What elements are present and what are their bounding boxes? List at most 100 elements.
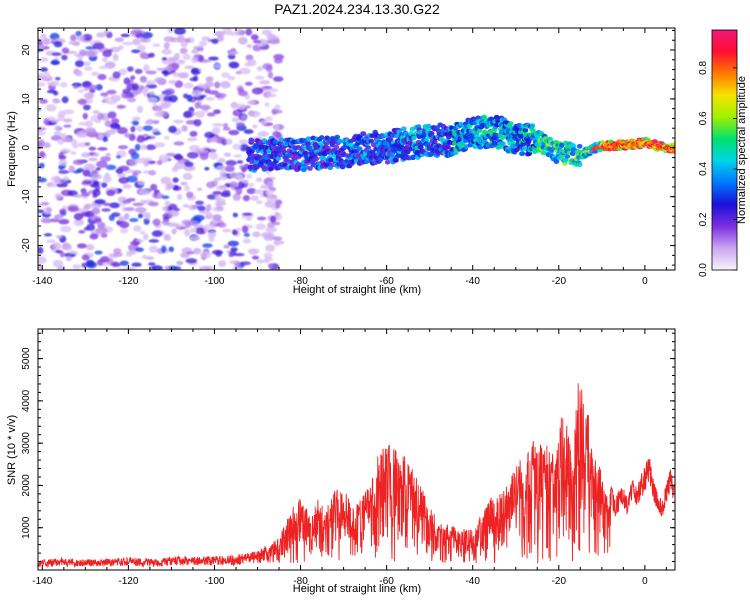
x-tick-label: 0 (642, 276, 648, 287)
heatmap-cell (243, 129, 254, 134)
heatmap-cell (68, 250, 78, 255)
colorbar-tick-label: 0.6 (698, 111, 709, 125)
heatmap-cell (168, 125, 177, 134)
heatmap-cell (94, 250, 103, 255)
heatmap-cell (38, 209, 45, 214)
heatmap-cell (139, 230, 146, 235)
x-tick-label: -40 (465, 276, 480, 287)
heatmap-cell (473, 132, 480, 137)
heatmap-cell (142, 170, 151, 174)
heatmap-cell (482, 129, 488, 135)
heatmap-cell (254, 75, 265, 80)
heatmap-cell (231, 229, 238, 236)
heatmap-cell (63, 176, 69, 181)
heatmap-cell (230, 101, 238, 109)
colorbar-tick-label: 0.4 (698, 162, 709, 176)
heatmap-cell (61, 243, 73, 251)
heatmap-cell (274, 124, 280, 132)
heatmap-cell (273, 58, 283, 64)
x-tick-label: -120 (118, 576, 138, 587)
heatmap-cell (59, 208, 67, 214)
snr-y-ticks: 1000 2000 3000 4000 5000 (21, 332, 675, 571)
heatmap-cell (214, 81, 221, 89)
heatmap-cell (41, 201, 50, 206)
heatmap-cell (191, 56, 198, 64)
heatmap-cell (61, 96, 69, 104)
heatmap-cell (135, 247, 144, 252)
snr-series-line (38, 383, 675, 569)
heatmap-cell (130, 126, 136, 133)
heatmap-cell (570, 143, 577, 149)
heatmap-cell (83, 66, 93, 71)
heatmap-cell (60, 148, 72, 153)
heatmap-cell (510, 143, 516, 149)
heatmap-cell (124, 132, 131, 138)
heatmap-cell (38, 127, 47, 131)
heatmap-cell (139, 75, 148, 83)
heatmap-cell (134, 207, 147, 213)
heatmap-cell (84, 163, 96, 171)
heatmap-cell (102, 175, 112, 183)
heatmap-cell (142, 125, 153, 131)
heatmap-cell (54, 214, 64, 220)
heatmap-cell (161, 57, 167, 61)
heatmap-cell (597, 148, 603, 153)
heatmap-cell (221, 72, 230, 78)
heatmap-cell (181, 219, 192, 225)
heatmap-cell (246, 100, 256, 105)
heatmap-cell (146, 256, 155, 260)
heatmap-cell (82, 112, 88, 120)
heatmap-cell (182, 53, 191, 61)
heatmap-cell (235, 122, 245, 127)
heatmap-cell (189, 144, 201, 152)
heatmap-cell (163, 42, 170, 50)
heatmap-cell (172, 72, 182, 78)
heatmap-cell (205, 203, 212, 212)
y-tick-label: 2000 (21, 474, 32, 497)
heatmap-cell (189, 227, 197, 233)
heatmap-cell (57, 138, 65, 145)
colorbar-tick-label: 0.0 (698, 263, 709, 277)
heatmap-cell (60, 82, 68, 88)
heatmap-cell (108, 214, 115, 222)
heatmap-cell (219, 174, 228, 181)
heatmap-cell (116, 104, 127, 109)
heatmap-cell (180, 181, 188, 186)
heatmap-cell (132, 83, 139, 91)
spectrogram-frame (37, 27, 676, 271)
heatmap-cell (208, 56, 219, 61)
colorbar-fill (712, 30, 737, 270)
heatmap-cell (100, 233, 108, 238)
heatmap-cell (154, 77, 165, 84)
heatmap-cell (194, 110, 206, 118)
heatmap-cell (118, 221, 130, 229)
spectrogram-y-label: Frequency (Hz) (6, 111, 18, 187)
heatmap-cell (241, 166, 247, 173)
colorbar-label: Normalized spectral amplitude (736, 76, 748, 224)
y-tick-label: 0 (21, 145, 32, 151)
heatmap-cell (62, 118, 73, 123)
snr-y-label: SNR (10 * v/v) (6, 415, 18, 485)
heatmap-cell (256, 200, 263, 204)
heatmap-cell (320, 155, 327, 161)
heatmap-cell (236, 103, 247, 110)
heatmap-cell (148, 262, 156, 266)
heatmap-cell (237, 36, 248, 45)
heatmap-cell (78, 89, 84, 93)
heatmap-cell (132, 202, 145, 207)
colorbar-tick-label: 0.8 (698, 61, 709, 75)
heatmap-cell (179, 47, 188, 55)
heatmap-cell (313, 156, 320, 162)
heatmap-cell (228, 129, 240, 136)
heatmap-cell (239, 261, 252, 266)
heatmap-cell (38, 82, 46, 87)
snr-x-ticks: -140 -120 -100 -80 -60 -40 -20 0 (32, 329, 667, 587)
heatmap-cell (76, 35, 86, 41)
heatmap-cell (194, 102, 201, 109)
heatmap-cell (101, 163, 109, 168)
heatmap-cell (38, 264, 43, 270)
heatmap-cell (266, 93, 277, 98)
heatmap-cell (85, 120, 94, 128)
heatmap-cell (227, 76, 236, 81)
heatmap-cell (105, 164, 117, 171)
